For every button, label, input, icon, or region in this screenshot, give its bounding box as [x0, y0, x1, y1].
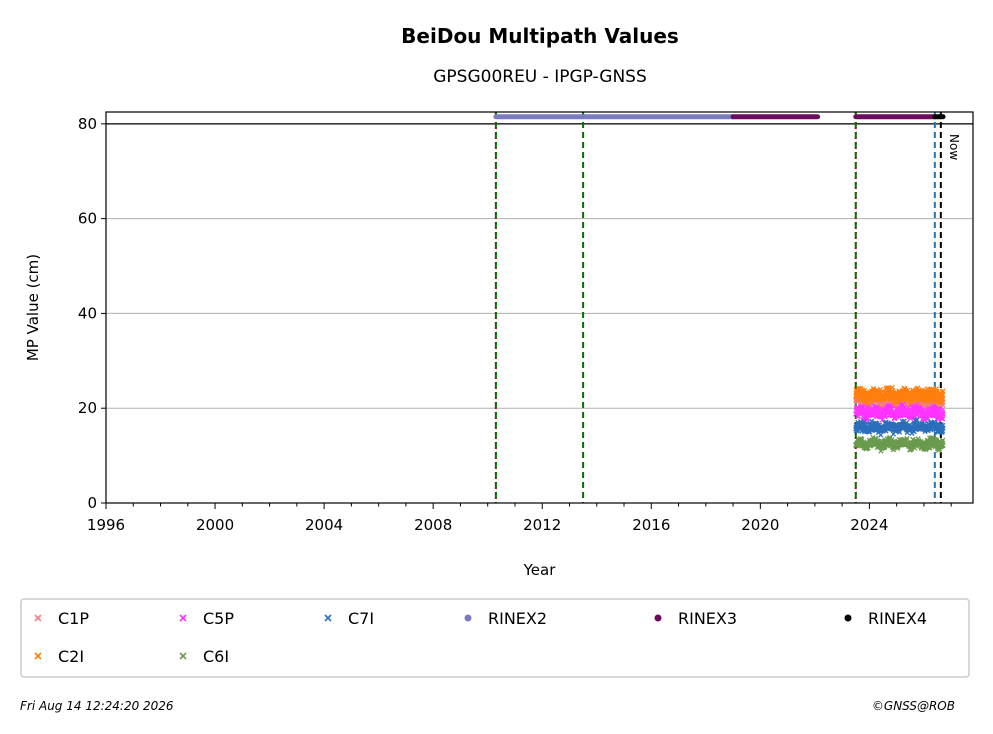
y-tick-label: 40: [78, 304, 97, 322]
data-point-C2I: [940, 396, 946, 402]
x-tick-label: 2000: [196, 516, 234, 534]
x-tick-label: 2004: [305, 516, 343, 534]
legend-marker-RINEX2: [464, 614, 472, 622]
data-point-C6I: [940, 442, 946, 449]
legend-label-C7I: C7I: [348, 609, 374, 628]
x-tick-label: 2012: [523, 516, 561, 534]
y-tick-label: 0: [87, 494, 97, 512]
data-point-C2I: [909, 397, 915, 403]
series-C2I: [853, 384, 946, 408]
series-C6I: [853, 434, 946, 454]
data-points: [853, 384, 946, 454]
data-point-C6I: [904, 435, 910, 442]
x-axis-label: Year: [523, 561, 557, 579]
legend-marker-RINEX3: [654, 614, 662, 622]
legend-label-RINEX4: RINEX4: [868, 609, 927, 628]
legend-marker-C6I: [179, 652, 187, 660]
legend-label-RINEX3: RINEX3: [678, 609, 737, 628]
legend-box: [20, 598, 970, 678]
chart-subtitle: GPSG00REU - IPGP-GNSS: [433, 67, 647, 87]
data-point-C2I: [940, 388, 946, 394]
x-tick-label: 2024: [850, 516, 888, 534]
legend-label-C6I: C6I: [203, 647, 229, 666]
legend: C1P C5P C7I RINEX2 RINEX3 RINEX4 C2I C6I: [20, 598, 970, 678]
data-point-C6I: [859, 436, 865, 442]
footer-timestamp: Fri Aug 14 12:24:20 2026: [20, 699, 174, 713]
data-point-C7I: [940, 425, 946, 431]
legend-marker-C5P: [179, 614, 187, 622]
x-tick-label: 2020: [741, 516, 779, 534]
plot-frame: [105, 111, 974, 504]
legend-label-RINEX2: RINEX2: [488, 609, 547, 628]
legend-marker-C2I: [34, 652, 42, 660]
legend-label-C2I: C2I: [58, 647, 84, 666]
x-axis: 1996 2000 2004 2008 2012 2016 2020 2024: [87, 503, 952, 534]
chart-title: BeiDou Multipath Values: [401, 24, 679, 48]
data-point-C5P: [940, 416, 946, 422]
y-axis: 0 20 40 60 80: [78, 115, 106, 512]
data-point-C5P: [940, 411, 946, 417]
data-point-C7I: [878, 432, 884, 438]
grid-lines: [106, 123, 973, 409]
y-tick-label: 20: [78, 399, 97, 417]
series-C5P: [853, 402, 946, 425]
data-point-C5P: [905, 405, 911, 411]
footer-copyright: ©GNSS@ROB: [872, 699, 955, 713]
y-tick-label: 80: [78, 115, 97, 133]
series-C7I: [853, 417, 946, 438]
y-tick-label: 60: [78, 210, 97, 228]
y-axis-label: MP Value (cm): [24, 254, 42, 361]
now-label: Now: [947, 134, 961, 160]
legend-marker-RINEX4: [844, 614, 852, 622]
legend-label-C1P: C1P: [58, 609, 89, 628]
x-tick-label: 2016: [632, 516, 670, 534]
legend-marker-C7I: [324, 614, 332, 622]
legend-marker-C1P: [34, 614, 42, 622]
x-tick-label: 1996: [87, 516, 125, 534]
legend-label-C5P: C5P: [203, 609, 234, 628]
data-point-C6I: [940, 437, 946, 443]
x-tick-label: 2008: [414, 516, 452, 534]
